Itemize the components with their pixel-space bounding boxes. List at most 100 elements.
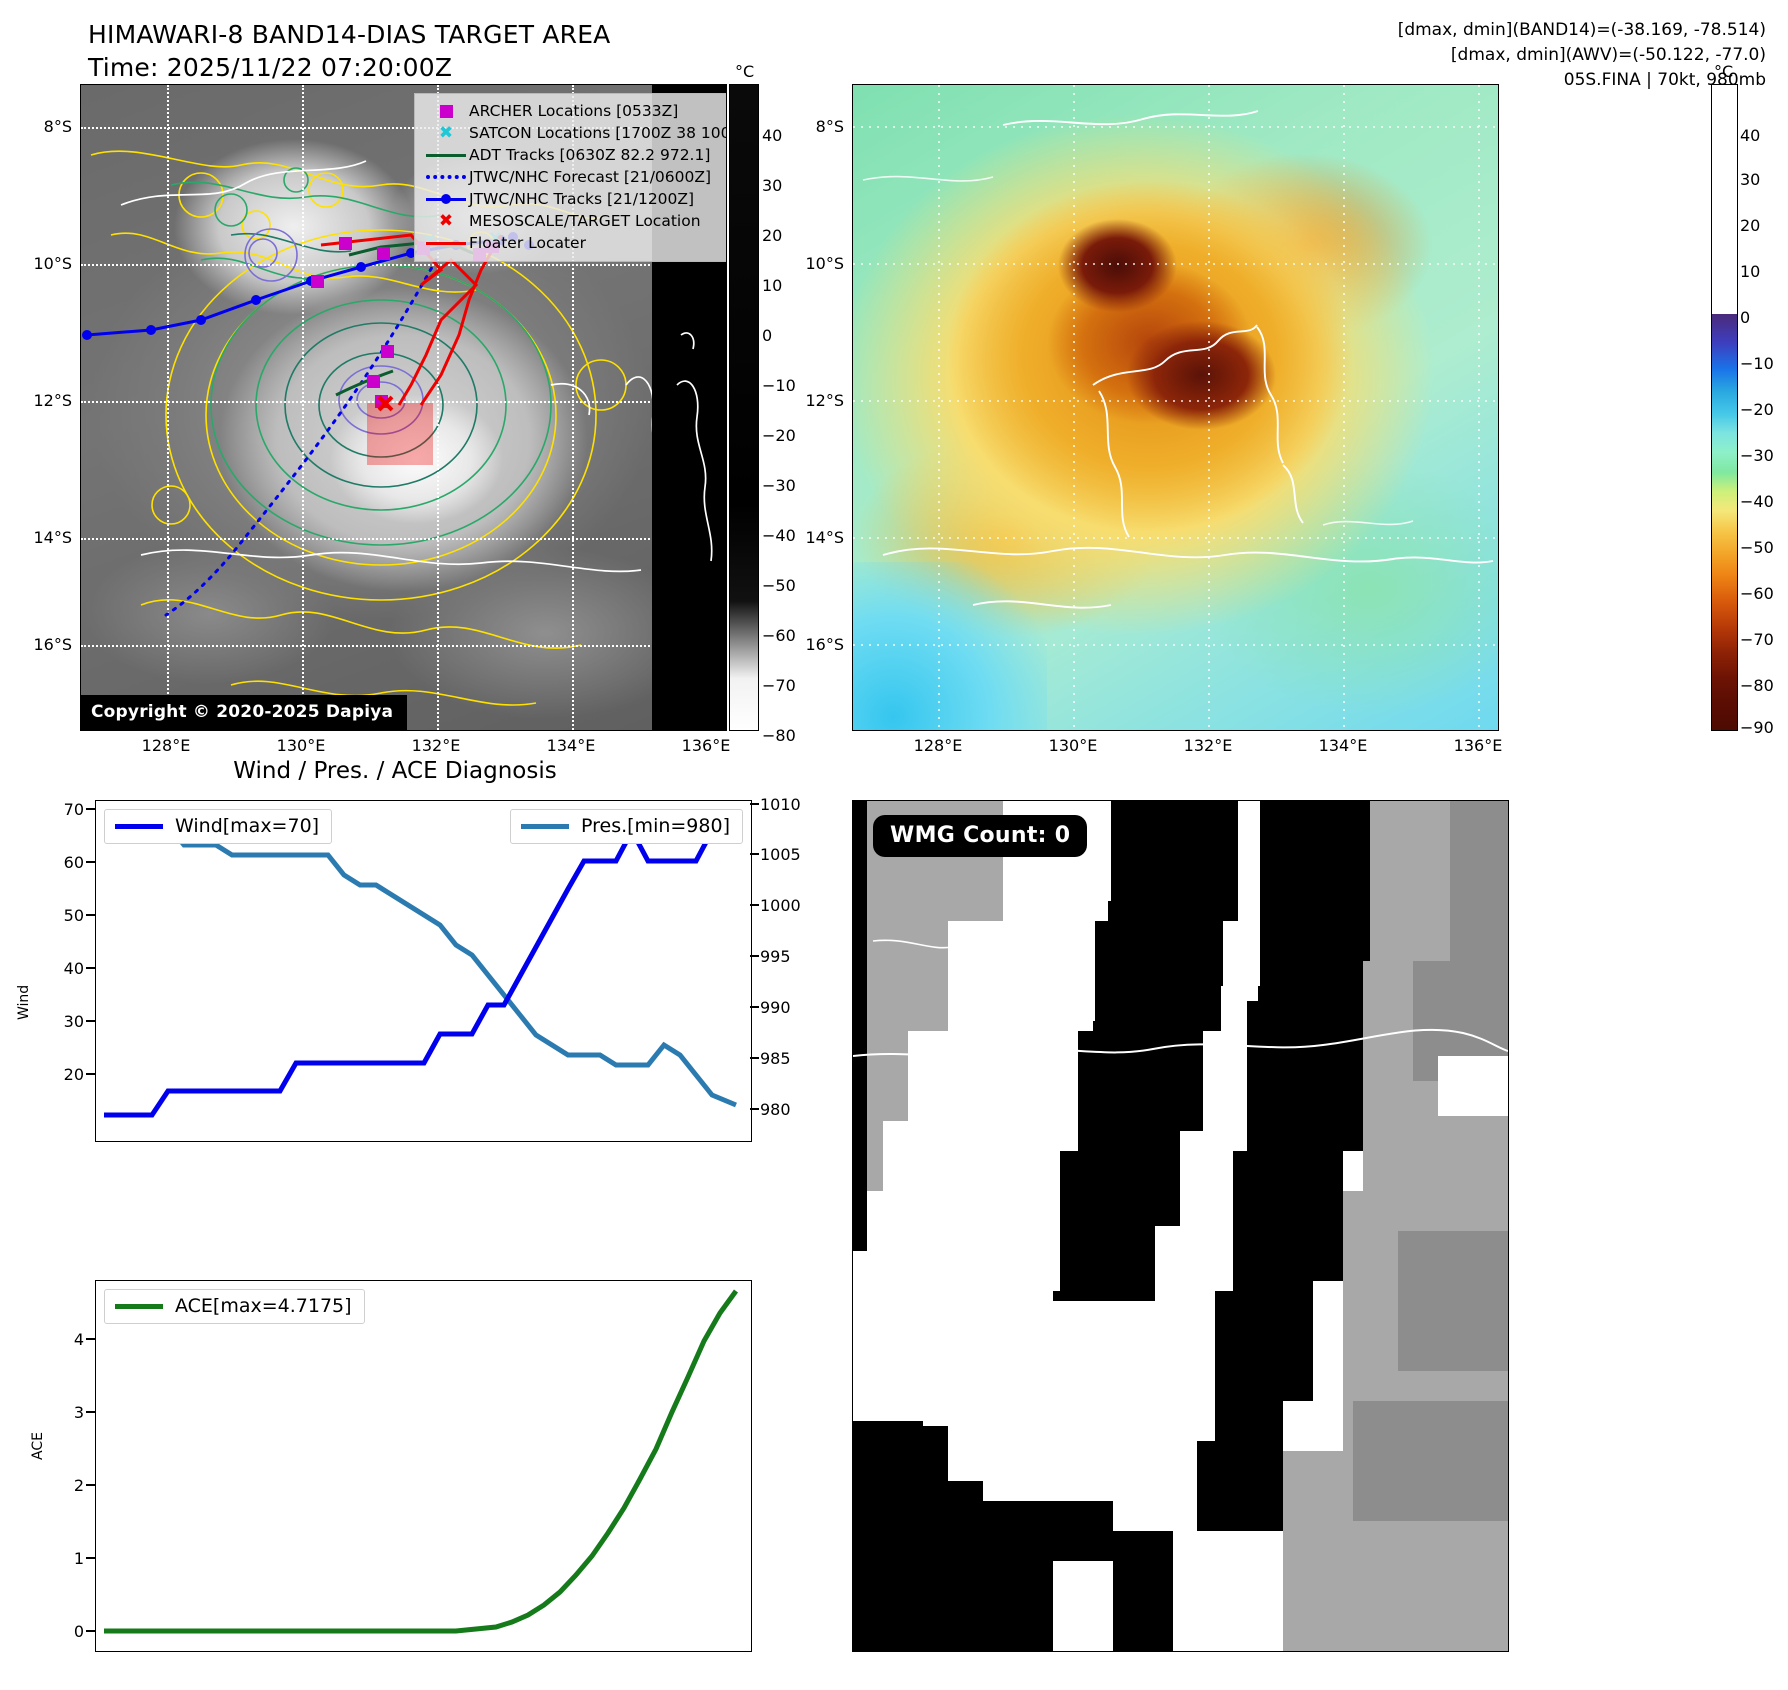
awv-cb-tick-m60: −60 [1740,584,1774,603]
legend-item-adt[interactable]: ADT Tracks [0630Z 82.2 972.1] [423,144,726,166]
legend-label: ARCHER Locations [0533Z] [469,102,679,120]
legend-item-floater-locater[interactable]: Floater Locater [423,232,726,254]
ir-cb-tick-10: 10 [762,276,783,295]
legend-item-satcon[interactable]: ✖ SATCON Locations [1700Z 38 1000] [423,122,727,144]
wmg-region [853,801,867,1251]
ace-tick-3: 3 [73,1403,84,1422]
dmax-dmin-band14: [dmax, dmin](BAND14)=(-38.169, -78.514) [1397,20,1766,40]
ir-cb-tick-m80: −80 [762,726,796,745]
awv-colorbar[interactable] [1711,84,1738,731]
ace-tick-0: 0 [73,1622,84,1641]
wmg-region [1353,1401,1508,1521]
ir-lon-label-134e: 134°E [546,736,596,755]
wind-tick-30: 30 [63,1012,84,1031]
wmg-region [1053,1561,1113,1651]
ace-chart[interactable]: ACE[max=4.7175] [95,1280,752,1652]
awv-cb-tick-m40: −40 [1740,492,1774,511]
wmg-region [1058,1131,1180,1226]
wmg-region [923,1291,1053,1426]
gridline-lon-130 [302,85,304,730]
page-title: HIMAWARI-8 BAND14-DIAS TARGET AREA Time:… [88,18,611,84]
ir-cb-tick-m70: −70 [762,676,796,695]
awv-cb-tick-m30: −30 [1740,446,1774,465]
legend-item-jtwc-tracks[interactable]: JTWC/NHC Tracks [21/1200Z] [423,188,726,210]
wmg-count-badge: WMG Count: 0 [873,815,1088,857]
wind-tick-60: 60 [63,853,84,872]
wmg-region [1093,921,1223,1031]
legend-item-mesoscale-target[interactable]: ✖ MESOSCALE/TARGET Location [423,210,726,232]
ace-tick-1: 1 [73,1549,84,1568]
legend-label: SATCON Locations [1700Z 38 1000] [469,124,727,142]
awv-lon-label-128e: 128°E [913,736,963,755]
awv-cb-tick-m10: −10 [1740,354,1774,373]
ir-satellite-image[interactable]: Copyright © 2020-2025 Dapiya ARCHER Loca… [80,84,727,731]
pressure-legend-label: Pres.[min=980] [581,815,730,837]
ir-colorbar-unit: °C [735,62,755,81]
blue-line-with-dot-icon [423,194,469,204]
ir-cb-tick-20: 20 [762,226,783,245]
ir-lon-label-136e: 136°E [681,736,731,755]
ace-axis-label: ACE [30,1432,46,1460]
ace-legend[interactable]: ACE[max=4.7175] [104,1289,365,1324]
observation-time: Time: 2025/11/22 07:20:00Z [88,53,453,82]
legend-label: MESOSCALE/TARGET Location [469,212,701,230]
ir-cb-tick-m60: −60 [762,626,796,645]
pres-tick-1010: 1010 [760,795,801,814]
wmg-region [948,1151,1060,1291]
ir-cb-tick-0: 0 [762,326,773,345]
blue-dotted-line-icon [423,175,469,179]
awv-lon-label-132e: 132°E [1183,736,1233,755]
legend-label: JTWC/NHC Forecast [21/0600Z] [469,168,712,186]
pres-tick-990: 990 [760,998,791,1017]
wmg-region [1245,1001,1363,1151]
wind-axis-label: Wind [16,984,32,1020]
wind-legend-line-icon [115,823,163,829]
wmg-region [1370,801,1450,961]
ir-lon-label-130e: 130°E [276,736,326,755]
pres-tick-1000: 1000 [760,896,801,915]
jtwc-forecast-track [164,258,438,617]
green-line-icon [423,153,469,157]
ir-lat-label-12s: 12°S [33,391,72,410]
pres-tick-1005: 1005 [760,845,801,864]
ir-lon-label-132e: 132°E [411,736,461,755]
awv-satellite-image[interactable] [852,84,1499,731]
gridline-lat-14s [81,538,726,540]
legend-item-jtwc-forecast[interactable]: JTWC/NHC Forecast [21/0600Z] [423,166,726,188]
ir-map-legend: ARCHER Locations [0533Z] ✖ SATCON Locati… [414,93,727,262]
wmg-region [1238,801,1260,986]
wmg-region [1221,986,1247,1151]
cyan-x-marker-icon: ✖ [438,122,454,143]
awv-cb-tick-0: 0 [1740,308,1751,327]
target-area-box [367,403,433,465]
wmg-region [1398,1231,1508,1371]
red-x-marker-icon: ✖ [438,210,454,231]
legend-label: ADT Tracks [0630Z 82.2 972.1] [469,146,711,164]
awv-lat-label-12s: 12°S [805,391,844,410]
ace-tick-4: 4 [73,1330,84,1349]
wind-legend[interactable]: Wind[max=70] [104,809,333,844]
ir-colorbar[interactable] [729,84,759,731]
wmg-region [1203,1151,1233,1291]
wind-pressure-chart[interactable]: Wind[max=70] Pres.[min=980] [95,800,752,1142]
red-line-icon [423,241,469,245]
ir-lat-label-8s: 8°S [43,117,72,136]
awv-lon-label-136e: 136°E [1453,736,1503,755]
awv-cb-tick-30: 30 [1740,170,1761,189]
awv-cb-tick-40: 40 [1740,126,1761,145]
wind-tick-70: 70 [63,800,84,819]
mesoscale-target-marker [377,395,394,412]
ir-lon-label-128e: 128°E [141,736,191,755]
ace-plot-area [104,1289,739,1634]
legend-item-archer[interactable]: ARCHER Locations [0533Z] [423,100,726,122]
wmg-region [1108,801,1238,921]
ir-cb-tick-m40: −40 [762,526,796,545]
awv-colorbar-unit: °C [1714,62,1734,81]
pressure-legend[interactable]: Pres.[min=980] [510,809,743,844]
awv-cb-tick-m50: −50 [1740,538,1774,557]
wmg-region [1183,1291,1215,1441]
wmg-classification-image[interactable]: WMG Count: 0 [852,800,1509,1652]
legend-label: JTWC/NHC Tracks [21/1200Z] [469,190,695,208]
awv-lat-label-14s: 14°S [805,528,844,547]
ir-cb-tick-30: 30 [762,176,783,195]
